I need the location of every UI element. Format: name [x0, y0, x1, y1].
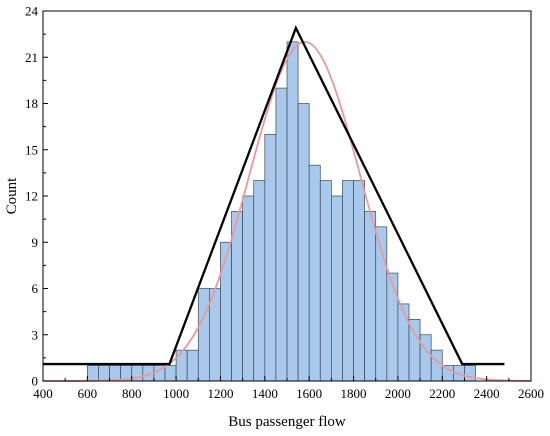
histogram-bar-12 — [220, 241, 232, 382]
normal-fit-curve — [42, 40, 532, 382]
histogram-bar-17 — [275, 87, 288, 382]
histogram-bar-7 — [164, 365, 177, 382]
histogram-bar-19 — [297, 103, 310, 382]
y-tick-label-7: 21 — [25, 50, 38, 65]
histogram-bar-23 — [342, 180, 354, 382]
y-tick-label-0: 0 — [32, 374, 39, 389]
x-tick-label-2: 800 — [122, 386, 142, 401]
histogram-bar-8 — [175, 349, 188, 382]
histogram-bar-34 — [464, 365, 476, 382]
x-tick-label-10: 2400 — [474, 386, 500, 401]
x-tick-label-9: 2200 — [429, 386, 455, 401]
histogram-bar-30 — [419, 334, 432, 382]
histogram-bar-10 — [197, 288, 210, 382]
x-axis: 400 600 800 1000 1200 1400 1600 1800 2000 2200 240… — [33, 376, 544, 401]
histogram-bar-20 — [308, 164, 321, 382]
y-tick-label-2: 6 — [32, 281, 39, 296]
histogram-bar-0 — [87, 365, 99, 382]
x-tick-label-3: 1000 — [163, 386, 189, 401]
histogram-bar-22 — [331, 195, 343, 382]
y-tick-label-8: 24 — [25, 4, 39, 19]
histogram-bar-21 — [319, 180, 332, 382]
histogram-bar-2 — [109, 365, 121, 382]
x-tick-label-6: 1600 — [296, 386, 322, 401]
y-tick-label-6: 18 — [25, 96, 38, 111]
x-tick-label-1: 600 — [78, 386, 98, 401]
x-tick-label-11: 2600 — [518, 386, 544, 401]
x-tick-label-8: 2000 — [385, 386, 411, 401]
histogram-bar-11 — [209, 288, 221, 382]
histogram-bar-16 — [264, 133, 277, 382]
histogram-bar-24 — [353, 180, 365, 382]
y-axis-label: Count — [4, 177, 20, 215]
y-tick-label-5: 15 — [25, 142, 38, 157]
histogram-bar-13 — [231, 211, 243, 382]
histogram-bar-31 — [430, 349, 443, 382]
histogram-bar-28 — [397, 303, 410, 382]
histogram-bars — [87, 41, 476, 382]
y-tick-label-4: 12 — [25, 189, 38, 204]
histogram-bar-1 — [98, 365, 110, 382]
y-tick-label-3: 9 — [32, 235, 39, 250]
y-tick-label-1: 3 — [32, 327, 39, 342]
y-axis: 0 3 6 9 12 15 18 21 24 — [25, 4, 48, 389]
x-tick-label-4: 1200 — [207, 386, 233, 401]
histogram-bar-25 — [364, 211, 377, 382]
histogram-bar-14 — [242, 195, 255, 382]
triangular-fit-line — [43, 25, 505, 366]
histogram-bar-27 — [386, 272, 399, 382]
histogram-bar-15 — [253, 180, 266, 382]
x-axis-label: Bus passenger flow — [228, 414, 346, 430]
x-tick-label-7: 1800 — [341, 386, 367, 401]
histogram-bar-9 — [186, 349, 199, 382]
histogram-bar-18 — [286, 41, 299, 382]
x-tick-label-0: 400 — [33, 386, 53, 401]
histogram-bar-29 — [408, 318, 421, 382]
x-tick-label-5: 1400 — [252, 386, 278, 401]
